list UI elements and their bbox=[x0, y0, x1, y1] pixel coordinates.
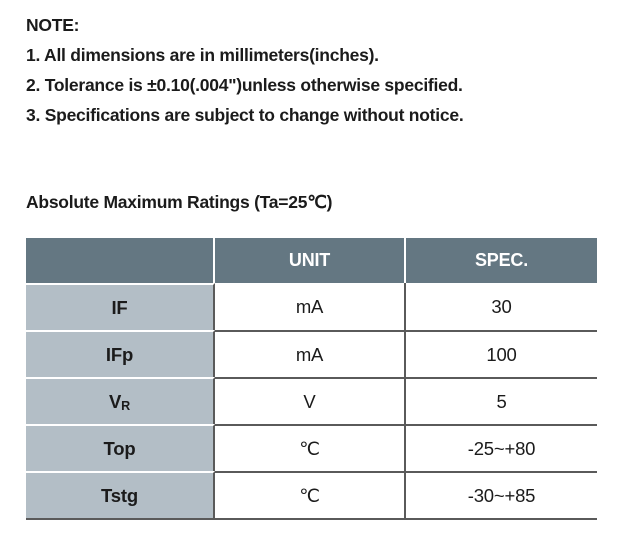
table-row: Top ℃ -25~+80 bbox=[26, 424, 597, 471]
cell-parameter: IFp bbox=[26, 330, 215, 377]
cell-spec: 100 bbox=[406, 330, 597, 377]
notes-heading: NOTE: bbox=[26, 15, 80, 35]
note-item-2: 2. Tolerance is ±0.10(.004")unless other… bbox=[26, 75, 463, 95]
cell-parameter: Tstg bbox=[26, 471, 215, 520]
table-caption: Absolute Maximum Ratings (Ta=25℃) bbox=[26, 192, 333, 212]
table-header: UNIT SPEC. bbox=[26, 238, 597, 283]
cell-unit: mA bbox=[215, 330, 406, 377]
cell-spec: 30 bbox=[406, 283, 597, 330]
note-item-3: 3. Specifications are subject to change … bbox=[26, 105, 464, 125]
cell-unit: ℃ bbox=[215, 471, 406, 520]
parameter-base: V bbox=[108, 390, 122, 412]
cell-spec: -25~+80 bbox=[406, 424, 597, 471]
column-header-parameter bbox=[26, 238, 215, 283]
table-row: Tstg ℃ -30~+85 bbox=[26, 471, 597, 520]
column-header-spec: SPEC. bbox=[406, 238, 597, 283]
note-item-1: 1. All dimensions are in millimeters(inc… bbox=[26, 45, 379, 65]
table-row: IFp mA 100 bbox=[26, 330, 597, 377]
cell-unit: mA bbox=[215, 283, 406, 330]
cell-parameter: VR bbox=[26, 377, 215, 424]
column-header-unit: UNIT bbox=[215, 238, 406, 283]
table-body: IF mA 30 IFp mA 100 VR V 5 Top ℃ -25~+80… bbox=[26, 283, 597, 520]
cell-unit: ℃ bbox=[215, 424, 406, 471]
absolute-maximum-ratings-table: UNIT SPEC. IF mA 30 IFp mA 100 VR V 5 To… bbox=[26, 238, 597, 520]
table-row: VR V 5 bbox=[26, 377, 597, 424]
cell-parameter: Top bbox=[26, 424, 215, 471]
parameter-subscript: R bbox=[121, 399, 131, 414]
cell-spec: 5 bbox=[406, 377, 597, 424]
cell-spec: -30~+85 bbox=[406, 471, 597, 520]
cell-parameter: IF bbox=[26, 283, 215, 330]
cell-unit: V bbox=[215, 377, 406, 424]
table-row: IF mA 30 bbox=[26, 283, 597, 330]
notes-block: NOTE: 1. All dimensions are in millimete… bbox=[26, 10, 606, 130]
table-header-row: UNIT SPEC. bbox=[26, 238, 597, 283]
